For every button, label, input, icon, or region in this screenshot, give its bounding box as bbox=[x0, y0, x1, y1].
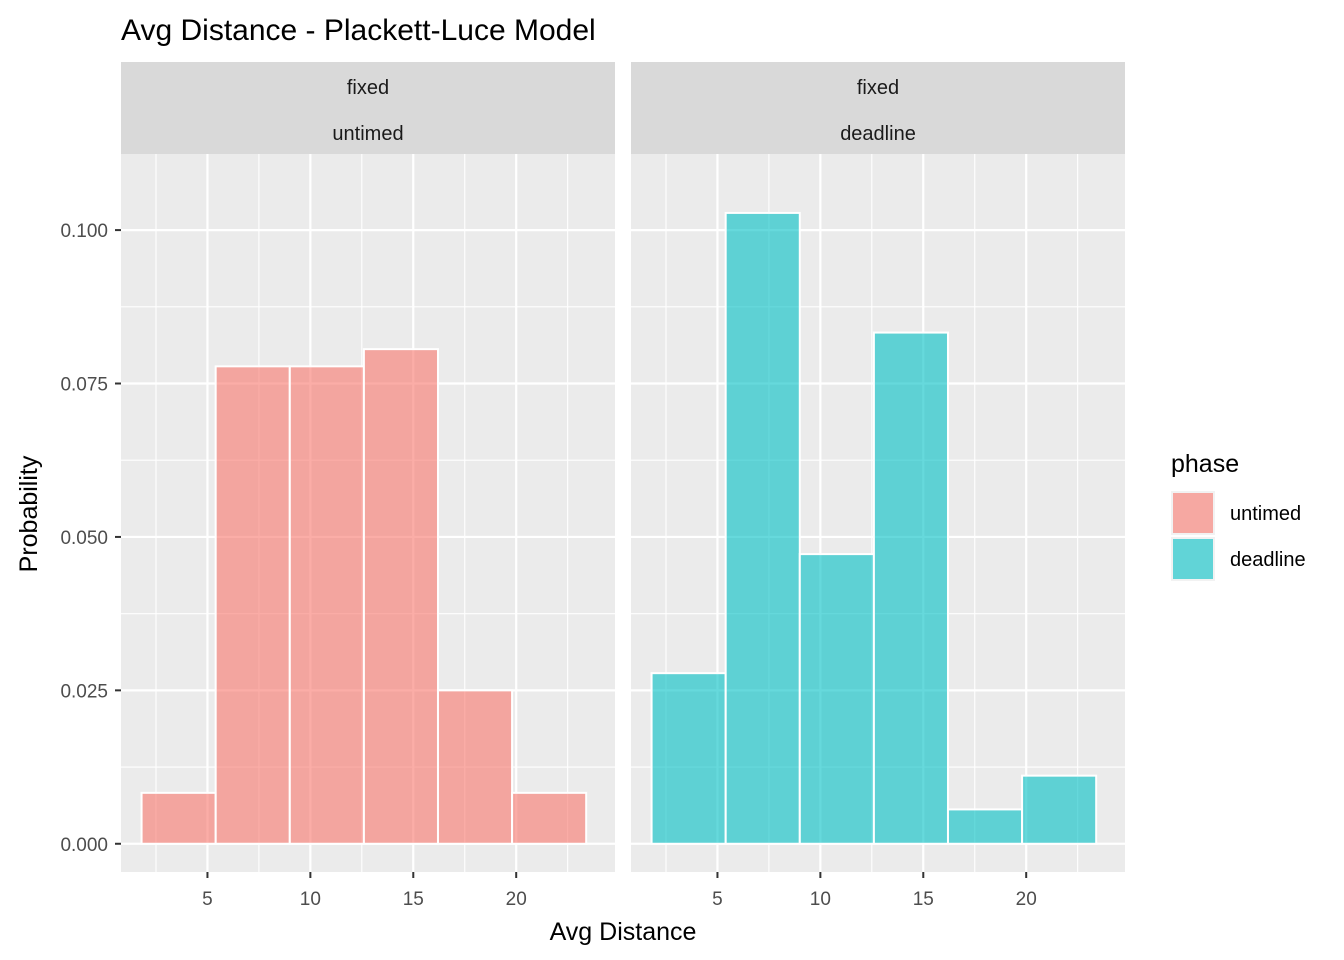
x-tick-label: 10 bbox=[300, 889, 321, 910]
legend-label-untimed: untimed bbox=[1230, 503, 1301, 525]
y-tick-label: 0.100 bbox=[60, 221, 108, 242]
legend-label-deadline: deadline bbox=[1230, 549, 1306, 571]
strip-label-top: fixed bbox=[857, 77, 899, 99]
y-axis: 0.000 0.025 0.050 0.075 0.100 bbox=[60, 221, 121, 856]
x-tick-label: 20 bbox=[1016, 889, 1037, 910]
x-tick-label: 15 bbox=[403, 889, 424, 910]
histogram-bar bbox=[1021, 774, 1098, 845]
x-tick-label: 5 bbox=[712, 889, 723, 910]
histogram-bar bbox=[946, 808, 1024, 845]
x-tick-label: 15 bbox=[913, 889, 934, 910]
x-tick-label: 5 bbox=[202, 889, 213, 910]
y-tick-label: 0.075 bbox=[60, 375, 108, 396]
histogram-bar bbox=[140, 791, 217, 845]
facet-strip bbox=[121, 62, 615, 154]
histogram-bar bbox=[511, 791, 588, 845]
y-tick-label: 0.000 bbox=[60, 835, 108, 856]
legend-title: phase bbox=[1171, 450, 1239, 478]
histogram-bar bbox=[798, 553, 875, 845]
histogram-bar bbox=[872, 331, 949, 845]
facet-panel-deadline: fixed deadline 5 10 15 20 bbox=[631, 62, 1125, 910]
facet-panels: fixed untimed 5 10 15 20 fixed deadline 5 10 15 20 bbox=[121, 62, 1125, 910]
y-tick-label: 0.050 bbox=[60, 528, 108, 549]
legend: phase untimed deadline bbox=[1171, 450, 1306, 581]
facet-panel-untimed: fixed untimed 5 10 15 20 bbox=[121, 62, 615, 910]
y-tick-label: 0.025 bbox=[60, 681, 108, 702]
legend-swatch-deadline bbox=[1173, 539, 1213, 579]
histogram-bar bbox=[214, 365, 291, 845]
strip-label-bottom: untimed bbox=[332, 123, 403, 145]
facet-strip bbox=[631, 62, 1125, 154]
histogram-bar bbox=[650, 672, 727, 845]
legend-swatch-untimed bbox=[1173, 493, 1213, 533]
x-tick-label: 10 bbox=[810, 889, 831, 910]
y-axis-title: Probability bbox=[15, 455, 43, 572]
chart-title: Avg Distance - Plackett-Luce Model bbox=[121, 14, 596, 47]
x-tick-label: 20 bbox=[506, 889, 527, 910]
strip-label-top: fixed bbox=[347, 77, 389, 99]
histogram-bar bbox=[436, 689, 514, 845]
histogram-bar bbox=[362, 348, 439, 845]
histogram-bar bbox=[724, 211, 801, 845]
histogram-bar bbox=[288, 365, 365, 845]
x-axis-title: Avg Distance bbox=[550, 918, 697, 946]
strip-label-bottom: deadline bbox=[840, 123, 916, 145]
